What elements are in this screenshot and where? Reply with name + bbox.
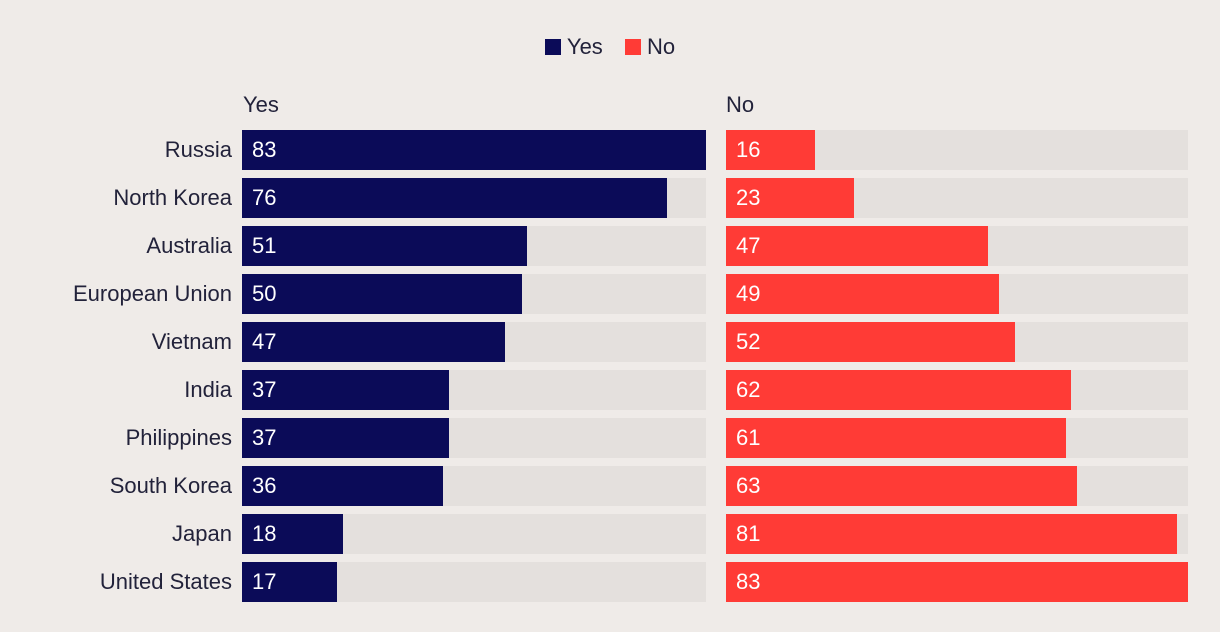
bar-track-no-south-korea: 63 [726,466,1188,506]
category-label-india: India [184,377,232,402]
bar-track-yes-australia: 51 [242,226,706,266]
category-label-north-korea: North Korea [113,185,232,210]
bar-no-australia: 47 [726,226,988,266]
bar-no-india: 62 [726,370,1071,410]
bar-yes-philippines: 37 [242,418,449,458]
data-label-no-india: 62 [736,377,761,402]
legend-label-no: No [646,34,676,59]
bar-yes-south-korea: 36 [242,466,443,506]
bar-track-yes-india: 37 [242,370,706,410]
data-label-yes-north-korea: 76 [252,185,277,210]
bar-track-yes-united-states: 17 [242,562,706,602]
legend-item-no: No [624,34,676,60]
bar-no-south-korea: 63 [726,466,1077,506]
bar-track-no-european-union: 49 [726,274,1188,314]
bar-yes-india: 37 [242,370,449,410]
data-label-no-european-union: 49 [736,281,761,306]
bar-track-no-russia: 16 [726,130,1188,170]
data-label-yes-russia: 83 [252,137,277,162]
bar-track-yes-north-korea: 76 [242,178,706,218]
legend-swatch-yes [544,39,561,55]
data-label-yes-european-union: 50 [252,281,277,306]
bar-no-vietnam: 52 [726,322,1015,362]
bar-track-no-japan: 81 [726,514,1188,554]
data-label-no-philippines: 61 [736,425,761,450]
panel-title-no: No [726,92,755,117]
bar-track-no-vietnam: 52 [726,322,1188,362]
category-label-vietnam: Vietnam [151,329,232,354]
legend-label-yes: Yes [566,34,603,59]
category-label-philippines: Philippines [125,425,232,450]
panel-title-yes: Yes [243,92,279,117]
data-label-no-north-korea: 23 [736,185,761,210]
data-label-no-united-states: 83 [736,569,761,594]
data-label-yes-vietnam: 47 [252,329,277,354]
bar-yes-russia: 83 [242,130,706,170]
bar-yes-australia: 51 [242,226,527,266]
bar-track-no-north-korea: 23 [726,178,1188,218]
data-label-no-russia: 16 [736,137,761,162]
bar-yes-japan: 18 [242,514,343,554]
category-label-russia: Russia [164,137,232,162]
bar-track-yes-japan: 18 [242,514,706,554]
bar-yes-north-korea: 76 [242,178,667,218]
category-label-south-korea: South Korea [109,473,232,498]
category-label-australia: Australia [146,233,232,258]
data-label-yes-india: 37 [252,377,277,402]
legend-swatch-no [624,39,641,55]
legend-item-yes: Yes [544,34,603,60]
bar-track-yes-philippines: 37 [242,418,706,458]
legend: Yes No [0,34,1220,61]
bar-no-philippines: 61 [726,418,1066,458]
data-label-no-japan: 81 [736,521,761,546]
bar-track-no-australia: 47 [726,226,1188,266]
bar-track-yes-south-korea: 36 [242,466,706,506]
category-label-united-states: United States [99,569,232,594]
bar-track-no-philippines: 61 [726,418,1188,458]
category-label-european-union: European Union [72,281,232,306]
bar-no-european-union: 49 [726,274,999,314]
bar-track-yes-russia: 83 [242,130,706,170]
category-label-japan: Japan [172,521,232,546]
bar-track-no-united-states: 83 [726,562,1188,602]
bar-yes-vietnam: 47 [242,322,505,362]
data-label-yes-united-states: 17 [252,569,277,594]
bar-track-yes-european-union: 50 [242,274,706,314]
bar-yes-united-states: 17 [242,562,337,602]
bar-no-united-states: 83 [726,562,1188,602]
bar-no-japan: 81 [726,514,1177,554]
bar-no-north-korea: 23 [726,178,854,218]
data-label-yes-japan: 18 [252,521,277,546]
data-label-yes-philippines: 37 [252,425,277,450]
data-label-no-south-korea: 63 [736,473,761,498]
data-label-yes-south-korea: 36 [252,473,277,498]
data-label-yes-australia: 51 [252,233,277,258]
bar-yes-european-union: 50 [242,274,522,314]
data-label-no-australia: 47 [736,233,761,258]
bar-no-russia: 16 [726,130,815,170]
data-label-no-vietnam: 52 [736,329,761,354]
bar-track-no-india: 62 [726,370,1188,410]
bar-track-yes-vietnam: 47 [242,322,706,362]
